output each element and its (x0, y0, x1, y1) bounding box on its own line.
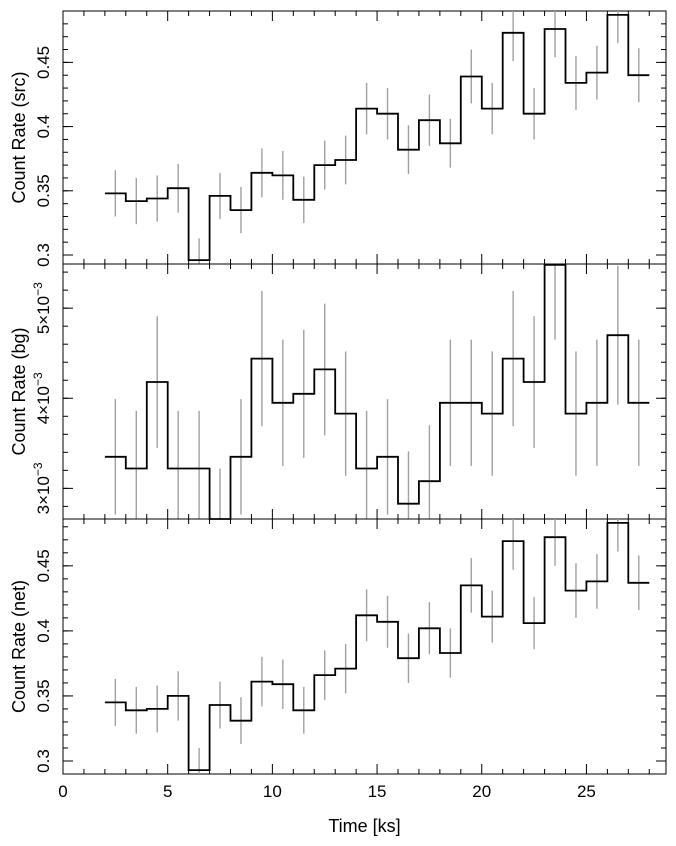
y-tick-label: 0.45 (34, 549, 53, 582)
x-tick-label: 20 (472, 782, 491, 801)
panel-src: 0.3 0.35 0.4 0.45 Count Rate (src) (9, 10, 667, 267)
y-tick-exponent: −3 (31, 462, 45, 476)
x-tick-label: 15 (368, 782, 387, 801)
y-tick-mantissa: 3×10 (34, 476, 53, 514)
series-line-net (104, 522, 650, 771)
x-tick-label: 5 (163, 782, 172, 801)
series-line-bg (104, 264, 650, 520)
panel-net: 0.3 0.35 0.4 0.45 Count Rate (net) 0 5 10 15 20 25 (9, 518, 667, 801)
y-tick-label: 3×10−3 (31, 462, 53, 514)
y-axis-title-bg: Count Rate (bg) (9, 327, 29, 455)
panel-frame-src (62, 10, 667, 265)
y-axis-title-src: Count Rate (src) (9, 71, 29, 203)
y-tick-label: 5×10−3 (31, 282, 53, 334)
y-tick-label: 0.4 (34, 115, 53, 139)
y-tick-label: 0.4 (34, 619, 53, 643)
x-tick-label: 0 (58, 782, 67, 801)
x-tick-label: 25 (577, 782, 596, 801)
y-tick-label: 0.45 (34, 46, 53, 79)
y-tick-exponent: −3 (31, 282, 45, 296)
y-axis-title-net: Count Rate (net) (9, 580, 29, 713)
series-line-src (104, 14, 650, 261)
y-tick-mantissa: 4×10 (34, 386, 53, 424)
y-tick-label: 4×10−3 (31, 372, 53, 424)
y-tick-label: 0.35 (34, 174, 53, 207)
y-tick-label: 0.35 (34, 679, 53, 712)
y-tick-label: 0.3 (34, 243, 53, 267)
y-tick-exponent: −3 (31, 372, 45, 386)
y-tick-mantissa: 5×10 (34, 296, 53, 334)
x-axis-title: Time [ks] (328, 816, 400, 836)
y-tick-label: 0.3 (34, 749, 53, 773)
panel-frame-net (62, 518, 667, 775)
x-tick-label: 10 (263, 782, 282, 801)
